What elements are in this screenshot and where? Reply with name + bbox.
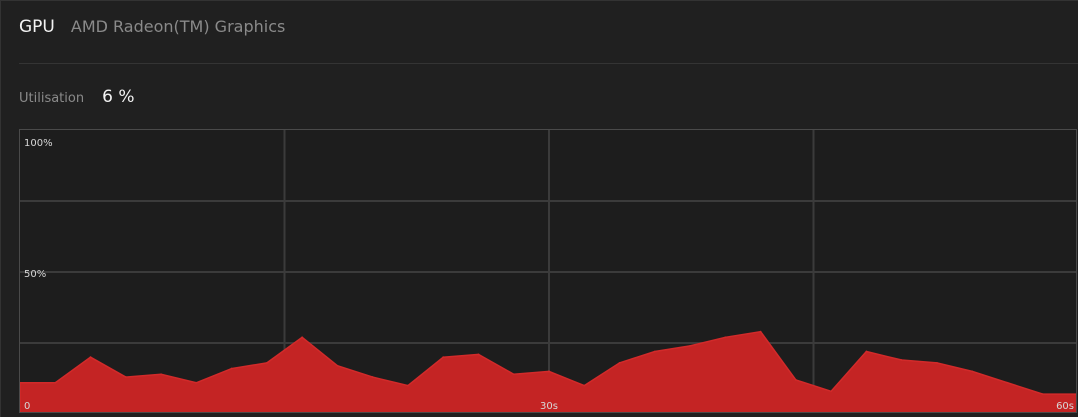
data-point-19 <box>689 344 691 347</box>
data-point-2 <box>89 356 92 359</box>
x-tick-label-60s: 60s <box>1056 401 1074 412</box>
data-point-18 <box>653 350 656 353</box>
data-point-28 <box>1006 381 1009 384</box>
data-point-29 <box>1041 393 1044 396</box>
data-point-4 <box>160 373 162 376</box>
gpu-utilisation-chart: 100% 50% 0 30s 60s <box>19 129 1077 413</box>
data-point-14 <box>512 373 515 376</box>
data-point-7 <box>265 361 268 364</box>
data-point-23 <box>830 390 833 393</box>
utilisation-value: 6 % <box>102 87 135 107</box>
data-point-22 <box>794 379 797 381</box>
utilisation-label: Utilisation <box>19 91 85 106</box>
data-point-26 <box>936 361 938 364</box>
data-point-25 <box>900 359 903 361</box>
data-point-3 <box>124 376 127 378</box>
data-point-9 <box>336 364 339 367</box>
data-point-20 <box>724 336 727 339</box>
data-point-15 <box>548 370 550 373</box>
data-point-16 <box>583 384 586 387</box>
header-divider <box>19 63 1078 64</box>
data-point-5 <box>195 381 198 384</box>
gpu-model-name: AMD Radeon(TM) Graphics <box>70 17 286 36</box>
x-tick-label-0: 0 <box>24 401 30 412</box>
grid-layer <box>20 130 1076 412</box>
y-tick-label-100-percent: 100% <box>24 138 53 149</box>
data-point-11 <box>407 384 409 387</box>
panel-title: GPU <box>19 17 55 37</box>
data-point-6 <box>230 367 233 370</box>
data-point-21 <box>759 330 762 333</box>
y-tick-label-50-percent: 50% <box>24 269 46 280</box>
data-point-13 <box>477 353 480 356</box>
x-tick-label-30s: 30s <box>540 401 558 412</box>
data-point-12 <box>442 356 445 359</box>
data-point-0 <box>20 381 21 384</box>
data-point-10 <box>371 376 374 378</box>
data-point-24 <box>865 350 868 353</box>
chart-svg: 100% 50% 0 30s 60s <box>20 130 1076 412</box>
label-layer: 100% 50% 0 30s 60s <box>24 138 1074 412</box>
data-point-1 <box>54 381 57 384</box>
data-point-27 <box>971 370 974 373</box>
area-layer <box>20 330 1076 412</box>
gpu-utilisation-area <box>20 330 1076 412</box>
data-point-17 <box>618 361 621 364</box>
data-point-8 <box>301 336 304 339</box>
panel-header: GPU AMD Radeon(TM) Graphics <box>19 17 285 45</box>
utilisation-metric: Utilisation 6 % <box>19 87 134 107</box>
